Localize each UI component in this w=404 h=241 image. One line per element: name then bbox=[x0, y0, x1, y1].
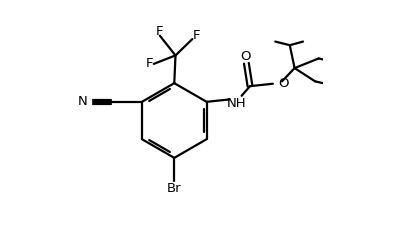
Text: NH: NH bbox=[227, 97, 246, 109]
Text: Br: Br bbox=[167, 182, 181, 195]
Text: O: O bbox=[278, 77, 289, 90]
Text: N: N bbox=[78, 95, 87, 108]
Text: O: O bbox=[240, 50, 250, 63]
Text: F: F bbox=[156, 25, 164, 38]
Text: F: F bbox=[146, 57, 153, 70]
Text: F: F bbox=[193, 29, 200, 42]
